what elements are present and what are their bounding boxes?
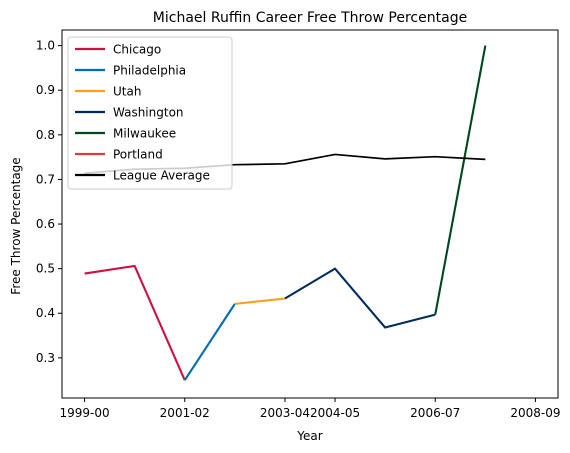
x-axis-label: Year	[296, 429, 322, 443]
legend-label: Utah	[113, 85, 141, 99]
x-tick-label: 2006-07	[410, 406, 460, 420]
x-tick-label: 2003-04	[260, 406, 310, 420]
legend-label: League Average	[113, 169, 210, 183]
y-axis-label: Free Throw Percentage	[9, 157, 23, 294]
legend-label: Washington	[113, 106, 184, 120]
legend-label: Portland	[113, 148, 163, 162]
y-tick-label: 1.0	[36, 39, 55, 53]
legend-label: Philadelphia	[113, 64, 186, 78]
y-tick-label: 0.5	[36, 262, 55, 276]
y-tick-label: 0.9	[36, 83, 55, 97]
x-tick-label: 1999-00	[59, 406, 109, 420]
series-line-1	[183, 303, 236, 381]
x-tick-label: 2008-09	[510, 406, 560, 420]
legend: Chicago Philadelphia Utah Washington Milwauk…	[67, 36, 233, 190]
legend-box	[67, 36, 233, 190]
x-tick-label: 2004-05	[310, 406, 360, 420]
series-line-0	[84, 264, 186, 381]
y-tick-label: 0.4	[36, 306, 55, 320]
series-line-4	[434, 45, 487, 315]
axes-layer: 0.3 0.4 0.5 0.6 0.7 0.8 0.9 1.0 1999-00 2001-02 20…	[36, 29, 561, 420]
legend-label: Milwaukee	[113, 127, 176, 141]
plot-frame	[61, 29, 559, 399]
y-tick-label: 0.3	[36, 351, 55, 365]
y-tick-label: 0.8	[36, 128, 55, 142]
x-tick-label: 2001-02	[160, 406, 210, 420]
y-tick-label: 0.6	[36, 217, 55, 231]
series-layer	[84, 45, 487, 381]
chart-title: Michael Ruffin Career Free Throw Percent…	[153, 10, 467, 26]
legend-label: Chicago	[113, 43, 161, 57]
series-line-3	[284, 267, 436, 329]
series-line-2	[234, 297, 286, 305]
y-tick-label: 0.7	[36, 172, 55, 186]
